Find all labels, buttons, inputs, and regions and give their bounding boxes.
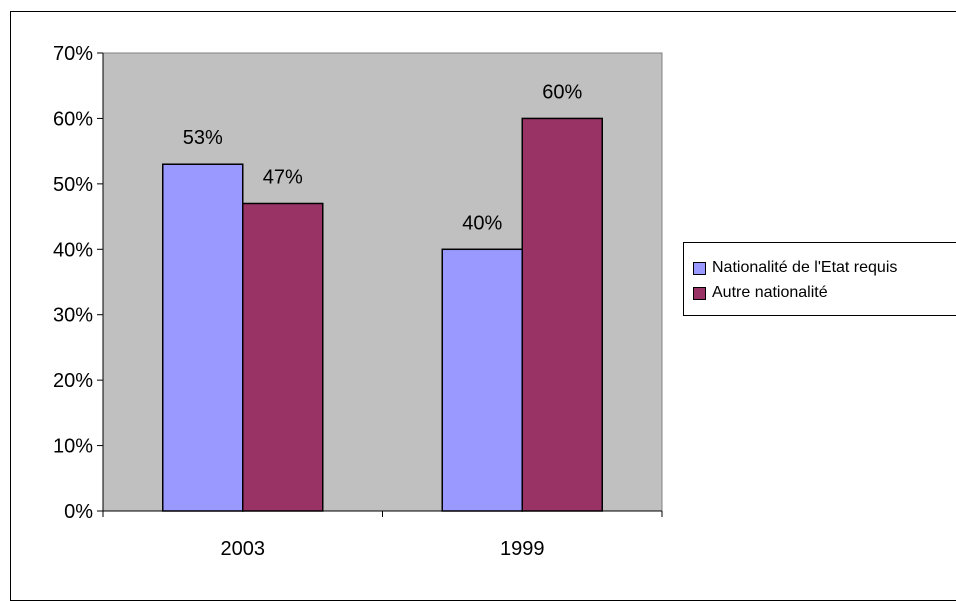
data-labels-group: 53% 47% 40% 60% bbox=[183, 81, 583, 234]
y-tick-label: 30% bbox=[53, 305, 93, 327]
legend-item-series-1: Nationalité de l'Etat requis bbox=[693, 256, 897, 280]
y-tick-label: 10% bbox=[53, 436, 93, 458]
y-tick-label: 40% bbox=[53, 239, 93, 261]
legend-label-series-2: Autre nationalité bbox=[712, 284, 828, 301]
legend-swatch-series-1 bbox=[693, 261, 706, 275]
bar-series-2-2003 bbox=[242, 202, 324, 512]
legend-label-series-1: Nationalité de l'Etat requis bbox=[712, 259, 898, 276]
bar-series-2-1999 bbox=[521, 117, 603, 512]
data-label-series-2-1999: 60% bbox=[542, 81, 582, 103]
legend: Nationalité de l'Etat requis Autre natio… bbox=[683, 242, 956, 316]
data-label-series-1-1999: 40% bbox=[462, 212, 502, 234]
y-tick-label: 50% bbox=[53, 174, 93, 196]
bar-series-1-1999 bbox=[441, 248, 523, 512]
x-axis-ticks: 2003 1999 bbox=[102, 511, 663, 560]
y-axis-ticks: 0% 10% 20% 30% 40% 50% 60% 70% bbox=[53, 43, 103, 523]
y-tick-label: 60% bbox=[53, 108, 93, 130]
y-tick-label: 70% bbox=[53, 43, 93, 65]
legend-item-series-2: Autre nationalité bbox=[693, 281, 828, 305]
bar-series-1-2003 bbox=[162, 163, 244, 512]
x-tick-label-2003: 2003 bbox=[221, 538, 266, 560]
x-tick-label-1999: 1999 bbox=[500, 538, 545, 560]
bar-chart: 53% 47% 40% 60% 0% 10% 20% 30% 40% 50% 60% 70% 200… bbox=[53, 43, 663, 560]
data-label-series-1-2003: 53% bbox=[183, 127, 223, 149]
y-tick-label: 20% bbox=[53, 370, 93, 392]
legend-swatch-series-2 bbox=[693, 286, 706, 300]
y-tick-label: 0% bbox=[64, 501, 93, 523]
data-label-series-2-2003: 47% bbox=[263, 166, 303, 188]
